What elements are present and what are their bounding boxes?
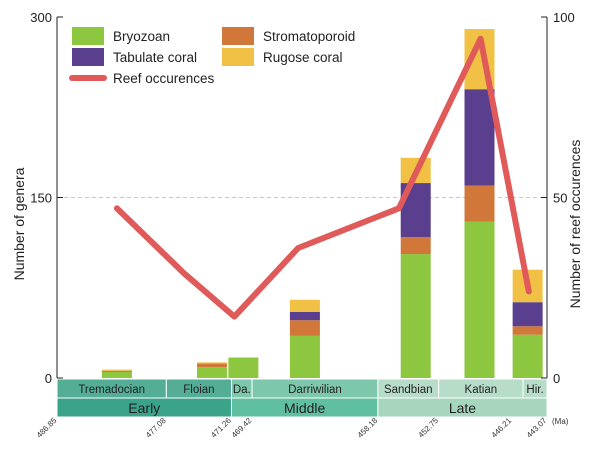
bar-1-stromatoporoid	[101, 370, 132, 372]
legend-label-stromatoporoid: Stromatoporoid	[263, 29, 355, 44]
epoch-label-late: Late	[449, 400, 476, 416]
epoch-row: Early Middle Late	[56, 397, 548, 418]
bar-4-tabulate-coral	[289, 311, 320, 321]
bar-1-rugose-coral	[101, 369, 132, 371]
legend-swatch-stromatoporoid	[222, 27, 254, 45]
legend-label-bryozoan: Bryozoan	[113, 29, 170, 44]
left-tick-label-150: 150	[30, 191, 52, 206]
legend-label-rugose-coral: Rugose coral	[263, 50, 343, 65]
stage-label-sandbian: Sandbian	[384, 384, 433, 396]
stage-label-darriwilian: Darriwilian	[288, 384, 342, 396]
bar-6-stromatoporoid	[464, 185, 495, 222]
bar-2-rugose-coral	[197, 362, 228, 364]
legend-swatch-tabulate-coral	[72, 48, 104, 66]
epoch-label-early: Early	[128, 400, 160, 416]
age-unit-label: (Ma)	[552, 417, 569, 426]
bar-6-bryozoan	[464, 221, 495, 378]
right-tick-label-0: 0	[553, 371, 560, 386]
age-tick-label-4: 458.18	[356, 416, 380, 440]
stage-label-da: Da.	[233, 384, 251, 396]
stage-label-hir: Hir.	[526, 384, 543, 396]
stage-row: Tremadocian Floian Da. Darriwilian Sandbian K…	[56, 378, 548, 399]
left-tick-label-300: 300	[30, 10, 52, 25]
age-tick-label-2: 471.26	[209, 416, 233, 440]
stage-label-tremadocian: Tremadocian	[78, 384, 145, 396]
bar-2-stromatoporoid	[197, 363, 228, 368]
bar-2-bryozoan	[197, 367, 228, 378]
legend-swatch-rugose-coral	[222, 48, 254, 66]
bar-7-bryozoan	[512, 334, 543, 378]
right-axis-title: Number of reef occurences	[567, 140, 583, 309]
bar-6-tabulate-coral	[464, 89, 495, 186]
left-tick-label-0: 0	[45, 371, 52, 386]
bar-5-stromatoporoid	[400, 237, 431, 255]
legend: Bryozoan Stromatoporoid Tabulate coral R…	[69, 27, 355, 86]
right-tick-label-100: 100	[553, 10, 575, 25]
bars-layer	[101, 29, 543, 378]
stage-label-floian: Floian	[183, 384, 214, 396]
bar-7-stromatoporoid	[512, 326, 543, 335]
right-axis-ticks: 0 50 100	[541, 10, 575, 386]
bar-1-bryozoan	[101, 371, 132, 378]
bar-5-bryozoan	[400, 254, 431, 378]
bar-4-rugose-coral	[289, 299, 320, 312]
age-tick-label-5: 452.75	[416, 416, 440, 440]
epoch-box-late	[377, 397, 548, 418]
legend-label-reef-occurences: Reef occurences	[113, 71, 215, 86]
age-tick-label-1: 477.08	[144, 416, 168, 440]
age-tick-label-0: 486.85	[35, 416, 59, 440]
age-tick-label-3: 469.42	[230, 416, 254, 440]
reef-occurrence-line	[113, 35, 532, 320]
age-tick-label-7: 443.07	[525, 416, 549, 440]
left-axis-title: Number of genera	[11, 167, 27, 280]
legend-swatch-bryozoan	[72, 27, 104, 45]
stage-label-katian: Katian	[465, 384, 498, 396]
bar-4-bryozoan	[289, 335, 320, 378]
bar-3-bryozoan	[228, 357, 259, 378]
left-axis-ticks: 0 150 300	[30, 10, 63, 386]
epoch-label-middle: Middle	[284, 400, 325, 416]
legend-label-tabulate-coral: Tabulate coral	[113, 50, 197, 65]
age-tick-label-6: 446.21	[490, 416, 514, 440]
bar-4-stromatoporoid	[289, 320, 320, 336]
right-tick-label-50: 50	[553, 191, 567, 206]
bar-7-tabulate-coral	[512, 302, 543, 327]
